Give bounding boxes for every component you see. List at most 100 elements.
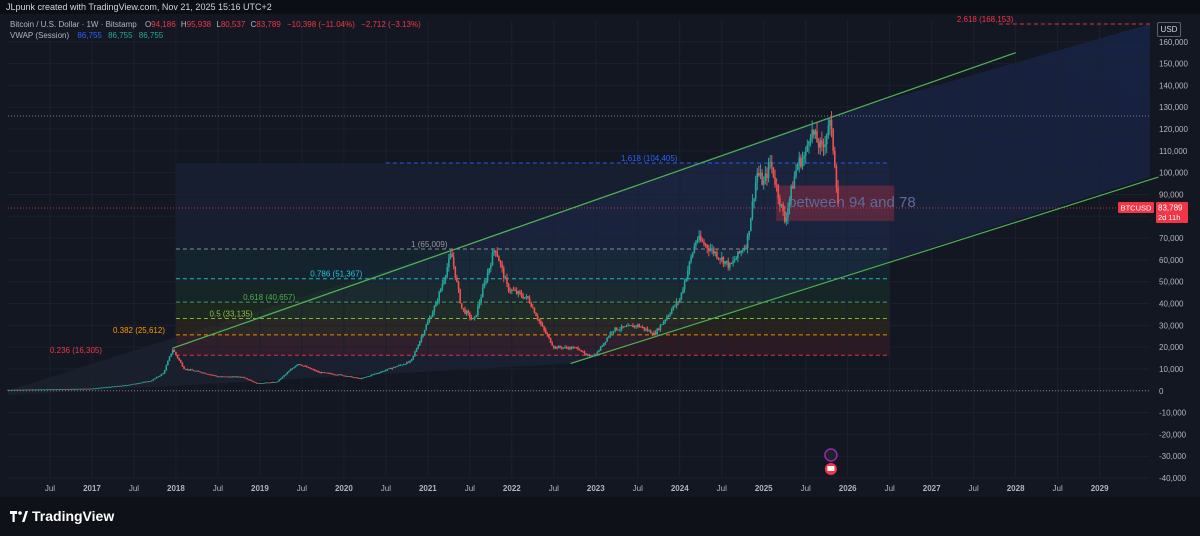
candle-body [373, 373, 376, 375]
candle-body [314, 369, 316, 371]
candle-body [703, 241, 705, 245]
candle-body [472, 318, 474, 320]
candle-body [115, 386, 117, 388]
candle-body [423, 330, 426, 335]
candle-body [341, 374, 344, 376]
candle-body [819, 140, 822, 148]
candle-body [783, 211, 786, 222]
candle-body [771, 162, 773, 167]
candle-body [267, 382, 269, 384]
candle-body [549, 337, 552, 343]
tradingview-logo-icon [10, 511, 28, 522]
candle-body [649, 330, 652, 334]
candle-body [833, 150, 836, 167]
candle-body [393, 366, 395, 368]
candle-body [125, 385, 127, 387]
fib-label: 0.382 (25,612) [113, 326, 165, 335]
candle-body [118, 385, 121, 387]
candle-body [257, 383, 260, 384]
x-tick-label: Jul [45, 484, 55, 493]
candle-body [335, 374, 337, 376]
candle-body [236, 376, 239, 378]
candle-body [312, 369, 315, 370]
candle-body [469, 313, 471, 318]
candle-body [806, 145, 809, 152]
candle-body [171, 349, 174, 354]
candle-body [746, 235, 749, 249]
candle-body [147, 381, 150, 383]
tradingview-logo[interactable]: TradingView [10, 508, 114, 524]
candle-body [149, 381, 151, 382]
candle-body [192, 370, 195, 372]
candle-body [536, 316, 539, 320]
candle-body [530, 302, 533, 308]
candle-body [44, 389, 46, 391]
candle-body [251, 380, 253, 382]
candle-body [666, 316, 668, 320]
x-tick-label: 2029 [1091, 484, 1109, 493]
candle-body [470, 317, 473, 319]
candle-body [288, 370, 290, 373]
candle-body [60, 389, 63, 390]
candle-body [360, 378, 363, 379]
symbol-title[interactable]: Bitcoin / U.S. Dollar · 1W · Bitstamp [10, 20, 137, 29]
candle-body [173, 349, 176, 352]
candle-body [764, 173, 767, 182]
candle-body [86, 388, 88, 390]
candle-body [120, 385, 122, 387]
candle-body [385, 370, 387, 371]
currency-button[interactable]: USD [1157, 22, 1181, 37]
y-tick-label: 40,000 [1159, 300, 1184, 309]
candle-body [273, 382, 276, 383]
candle-body [433, 306, 436, 313]
candle-body [782, 204, 784, 212]
candle-body [687, 270, 689, 279]
candle-body [732, 260, 734, 264]
candle-body [443, 280, 445, 284]
candle-body [47, 389, 50, 391]
candle-body [564, 346, 566, 348]
candle-body [425, 324, 428, 331]
candle-body [690, 256, 692, 262]
candle-body [601, 346, 604, 347]
price-tag-countdown: 2d 11h [1158, 213, 1180, 222]
x-tick-label: Jul [717, 484, 727, 493]
y-tick-label: 10,000 [1159, 365, 1184, 374]
annotation-box [775, 185, 895, 222]
candle-body [165, 365, 168, 371]
candle-body [483, 282, 486, 288]
fib-zone [175, 163, 890, 249]
candle-body [7, 389, 9, 391]
candle-body [769, 162, 771, 163]
vwap-label[interactable]: VWAP (Session) [10, 31, 70, 40]
candle-body [386, 368, 389, 371]
candle-body [175, 351, 177, 356]
candle-body [210, 374, 213, 376]
created-by-bar: JLpunk created with TradingView.com, Nov… [0, 0, 1200, 14]
candle-body [719, 258, 721, 260]
candle-body [737, 251, 739, 259]
candle-body [630, 325, 633, 327]
candle-body [113, 386, 116, 388]
candle-body [766, 173, 768, 179]
candle-body [774, 177, 776, 185]
candle-body [66, 388, 69, 390]
candle-body [688, 261, 691, 271]
candle-body [349, 376, 352, 377]
candle-body [459, 289, 461, 304]
candle-body [249, 379, 252, 381]
candle-body [117, 385, 119, 387]
x-tick-label: 2018 [167, 484, 185, 493]
x-tick-label: Jul [801, 484, 811, 493]
y-tick-label: 110,000 [1159, 147, 1188, 156]
candle-body [354, 377, 356, 379]
x-tick-label: 2025 [755, 484, 773, 493]
candle-body [304, 365, 306, 367]
candle-body [664, 319, 667, 322]
candle-body [37, 389, 40, 391]
candle-body [196, 370, 198, 372]
candle-body [57, 389, 59, 391]
candle-body [803, 155, 805, 159]
candle-body [181, 362, 184, 367]
